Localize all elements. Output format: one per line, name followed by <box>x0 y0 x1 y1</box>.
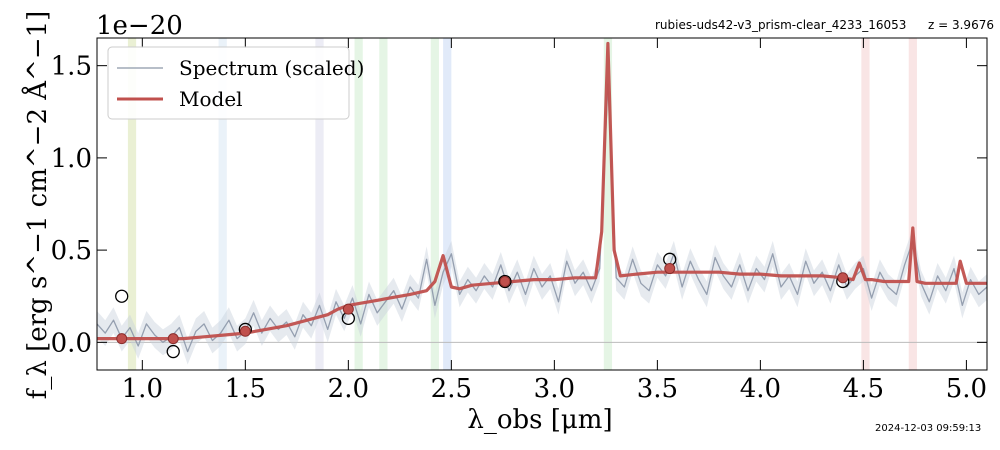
offset-text: 1e−20 <box>96 11 183 41</box>
emission-band-8 <box>861 38 870 370</box>
emission-band-6 <box>443 38 452 370</box>
model-photometry-point-1 <box>167 333 179 345</box>
legend-spectrum-label: Spectrum (scaled) <box>179 56 364 80</box>
x-tick-label-3: 2.5 <box>431 374 472 404</box>
x-tick-label-8: 5.0 <box>946 374 987 404</box>
model-photometry-point-0 <box>116 333 128 345</box>
y-tick-label-2: 1.0 <box>51 144 92 174</box>
x-tick-label-5: 3.5 <box>637 374 678 404</box>
model-photometry-point-3 <box>342 303 354 315</box>
model-photometry-point-4 <box>499 275 511 287</box>
emission-band-1 <box>218 38 227 370</box>
points-layer <box>115 252 850 359</box>
spectrum-uncertainty <box>97 71 987 365</box>
emission-band-3 <box>354 38 363 370</box>
emission-band-7 <box>603 38 613 370</box>
x-tick-label-0: 1.0 <box>122 374 163 404</box>
photometry-point-4 <box>498 274 512 289</box>
chart-header-left: rubies-uds42-v3_prism-clear_4233_16053 <box>655 18 906 32</box>
chart-header-right: z = 3.9676 <box>928 18 994 32</box>
model-photometry-point-5 <box>664 263 676 275</box>
bands-layer <box>127 38 917 370</box>
model-photometry-point-6 <box>837 272 849 284</box>
x-tick-label-6: 4.0 <box>740 374 781 404</box>
model-line <box>97 41 987 341</box>
emission-band-5 <box>430 38 439 370</box>
x-tick-label-7: 4.5 <box>843 374 884 404</box>
y-tick-label-3: 1.5 <box>51 52 92 82</box>
y-tick-label-0: 0.0 <box>51 328 92 358</box>
x-tick-label-1: 1.5 <box>225 374 266 404</box>
legend: Spectrum (scaled) Model <box>107 46 364 120</box>
plot-frame <box>96 37 988 371</box>
model-photometry-point-2 <box>239 325 251 337</box>
y-axis-label: f_λ [erg s^−1 cm^−2 Å^−1] <box>21 11 53 400</box>
emission-band-4 <box>379 38 388 370</box>
photometry-point-1 <box>166 344 180 359</box>
x-axis-label: λ_obs [μm] <box>467 405 612 435</box>
emission-band-2 <box>315 38 324 370</box>
y-ticks: 0.0 0.5 1.0 1.5 <box>51 52 987 358</box>
timestamp: 2024-12-03 09:59:13 <box>875 423 981 434</box>
x-tick-label-2: 2.0 <box>328 374 369 404</box>
x-ticks: 1.0 1.5 2.0 2.5 3.0 3.5 4.0 4.5 5.0 <box>122 38 987 404</box>
x-tick-label-4: 3.0 <box>534 374 575 404</box>
emission-band-0 <box>127 38 137 370</box>
y-tick-label-1: 0.5 <box>51 236 92 266</box>
legend-box <box>107 46 350 120</box>
emission-band-9 <box>908 38 917 370</box>
legend-model-label: Model <box>179 87 243 111</box>
photometry-point-0 <box>115 289 129 303</box>
